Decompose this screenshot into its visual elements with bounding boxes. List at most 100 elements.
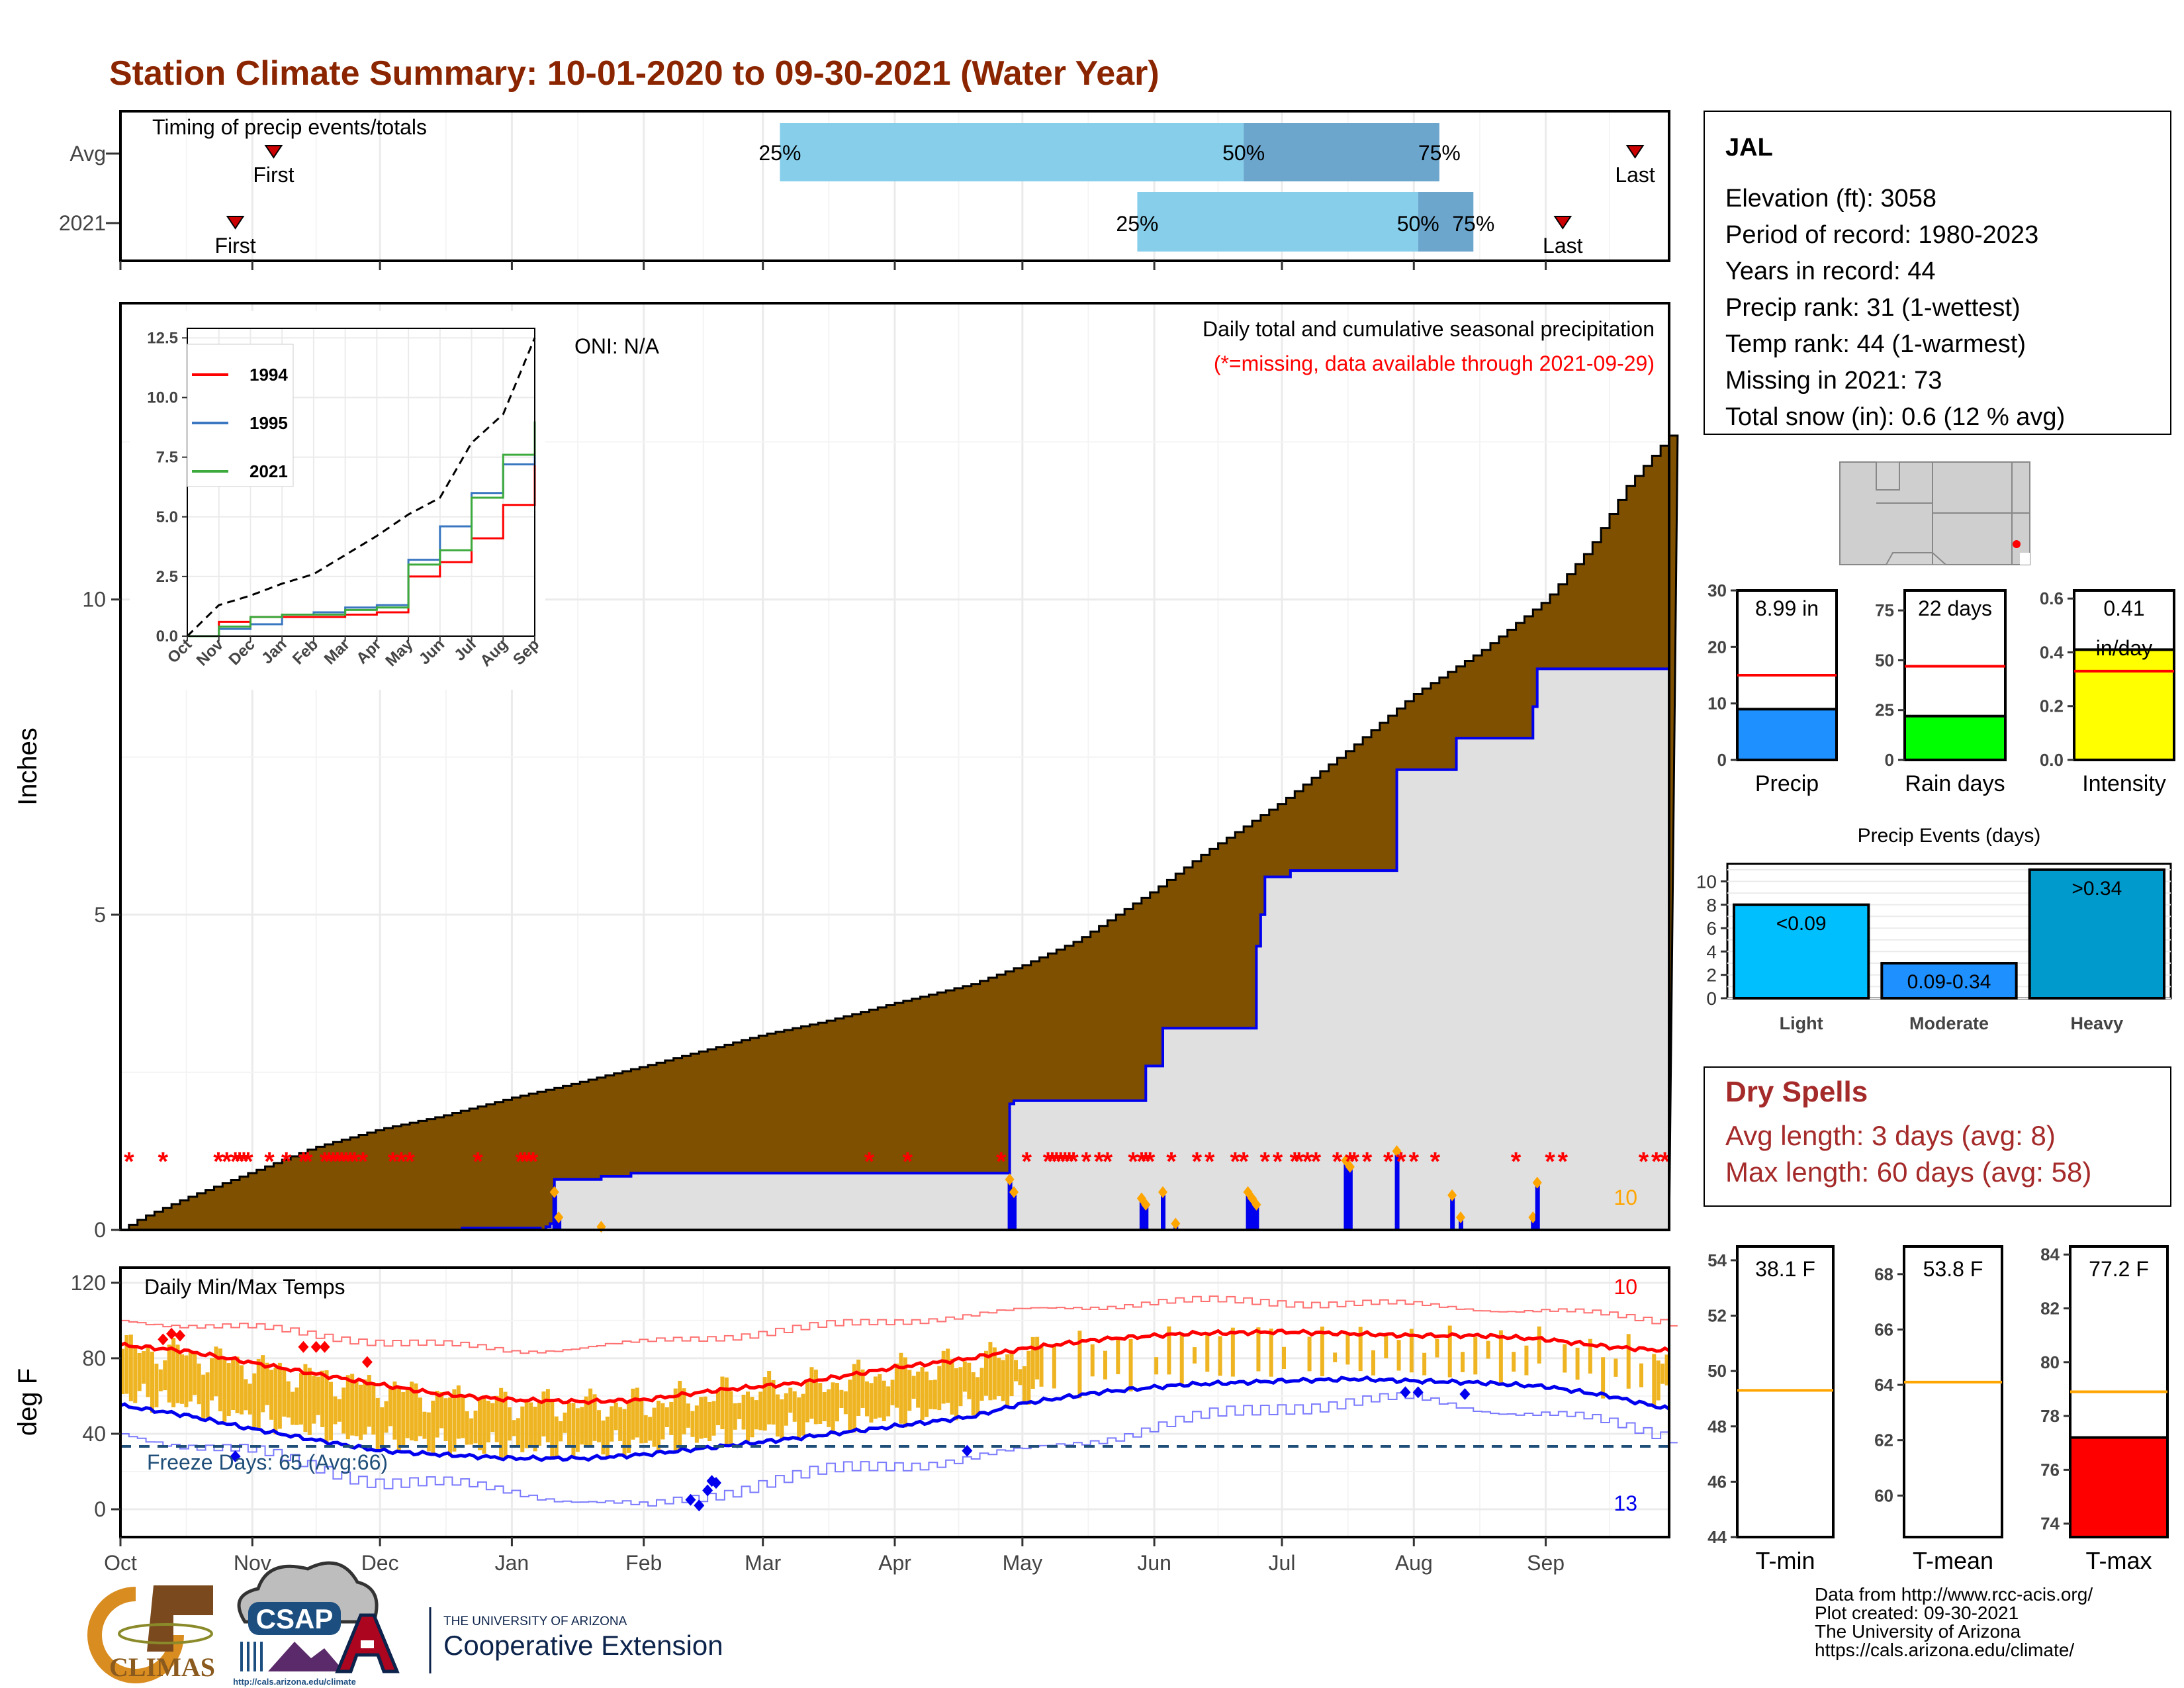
temp-daily-bar: [210, 1358, 214, 1401]
daily-precip-top-marker: [1345, 1160, 1355, 1173]
missing-day-marker: *: [1383, 1147, 1394, 1176]
rain_days-value: 22 days: [1918, 596, 1992, 620]
temp-daily-bar: [639, 1401, 644, 1444]
csap-logo: CSAP http://cals.arizona.edu/climate: [233, 1561, 379, 1687]
inset-y-tick-label: 10.0: [147, 389, 178, 407]
temp-daily-bar: [1103, 1350, 1107, 1380]
missing-day-marker: *: [1332, 1147, 1343, 1176]
missing-day-marker: *: [243, 1147, 253, 1176]
record-high-marker: [166, 1327, 177, 1340]
tmin-tick-label: 48: [1707, 1417, 1727, 1436]
missing-day-marker: *: [1345, 1147, 1355, 1176]
precip-y-tick-label: 5: [94, 903, 106, 927]
temp-daily-bar: [652, 1407, 657, 1447]
inset-y-tick-label: 12.5: [147, 329, 178, 347]
month-tick-label: Jan: [495, 1551, 529, 1575]
temp-daily-bar: [575, 1408, 580, 1452]
temp-daily-bar: [291, 1391, 295, 1425]
daily-precip-bar: [1394, 1150, 1400, 1230]
temp-daily-bar: [895, 1363, 899, 1408]
temp-daily-bar: [1575, 1347, 1580, 1380]
precip-events-title: Precip Events (days): [1858, 825, 2041, 847]
temp-daily-bar: [1009, 1352, 1014, 1397]
temp-daily-bar: [827, 1389, 831, 1427]
inset-legend: 1994 1995 2021: [192, 365, 288, 481]
timing-2021-q2-bar: [1418, 192, 1474, 252]
rain_days-tick-label: 0: [1885, 750, 1894, 770]
temp-daily-bar: [890, 1380, 895, 1405]
temp-daily-bar: [1077, 1331, 1082, 1399]
missing-day-marker: *: [213, 1147, 224, 1176]
temp-daily-bar: [588, 1388, 593, 1447]
missing-day-marker: *: [158, 1147, 168, 1176]
temp-daily-bar: [354, 1381, 359, 1436]
temp-daily-bar: [499, 1387, 504, 1460]
temp-daily-bar: [631, 1388, 635, 1440]
missing-day-marker: *: [996, 1147, 1007, 1176]
temp-daily-bar: [128, 1335, 133, 1401]
temp-daily-bar: [1396, 1340, 1401, 1371]
missing-day-marker: *: [1060, 1147, 1070, 1176]
precip-header: Daily total and cumulative seasonal prec…: [1203, 317, 1655, 341]
temp-daily-bar: [273, 1368, 278, 1434]
missing-day-marker: *: [1094, 1147, 1105, 1176]
dry-spells-max: Max length: 60 days (avg: 58): [1725, 1156, 2091, 1188]
intensity-tick-label: 0.4: [2040, 642, 2064, 662]
temp-daily-bar: [976, 1377, 980, 1415]
temp-daily-bar: [754, 1400, 758, 1430]
temp-daily-bars: [120, 1325, 1669, 1460]
temp-daily-bar: [648, 1417, 653, 1441]
temp-daily-bar: [256, 1358, 261, 1429]
year-cumulative-area: [120, 663, 1670, 1231]
station-box: JAL Elevation (ft): 3058 Period of recor…: [1704, 111, 2171, 435]
missing-day-marker: *: [1302, 1147, 1313, 1176]
temp-daily-bar: [197, 1363, 201, 1405]
daily-precip-bar: [1246, 1192, 1251, 1230]
temp-daily-bar: [941, 1350, 946, 1404]
temp-daily-bar: [482, 1395, 486, 1454]
missing-day-marker: *: [473, 1147, 483, 1176]
missing-day-marker: *: [1273, 1147, 1283, 1176]
temp-daily-bar: [1018, 1369, 1023, 1385]
csap-url: http://cals.arizona.edu/climate: [233, 1677, 356, 1687]
temp-daily-bar: [835, 1383, 839, 1422]
record-high-marker: [319, 1340, 330, 1353]
record-high-marker: [298, 1340, 309, 1353]
temp-daily-bar: [303, 1364, 308, 1432]
timing-avg-first-label: First: [253, 163, 294, 187]
temp-daily-bar: [784, 1393, 788, 1426]
temp-ylabel: deg F: [13, 1368, 42, 1436]
missing-day-marker: *: [388, 1147, 398, 1176]
temp-daily-bar: [396, 1386, 401, 1450]
timing-avg-first-marker: [264, 145, 283, 159]
timing-row-avg: Avg: [69, 142, 106, 165]
timing-avg-q2-bar: [1244, 123, 1439, 181]
temp-daily-bar: [925, 1371, 929, 1417]
temp-daily-bar: [954, 1368, 958, 1421]
missing-note: (*=missing, data available through 2021-…: [1214, 352, 1655, 375]
temp-daily-bar: [1030, 1336, 1035, 1389]
missing-day-marker: *: [864, 1147, 875, 1176]
record-low-marker: [702, 1484, 713, 1497]
intensity-tick-label: 0.0: [2040, 750, 2064, 770]
station-precip-rank: Precip rank: 31 (1-wettest): [1725, 294, 2021, 322]
temp-daily-bar: [801, 1393, 805, 1436]
rain_days-tick-label: 25: [1875, 700, 1894, 720]
record-low-marker: [711, 1477, 721, 1489]
record-low-marker: [694, 1499, 705, 1512]
temp-daily-bar: [1154, 1357, 1159, 1375]
page-title: Station Climate Summary: 10-01-2020 to 0…: [109, 54, 1160, 93]
missing-day-marker: *: [1362, 1147, 1373, 1176]
temp-daily-bar: [848, 1380, 852, 1432]
temp-daily-bar: [750, 1397, 754, 1438]
temp-y-tick-label: 40: [82, 1422, 106, 1446]
month-tick-label: Nov: [234, 1551, 271, 1575]
credit-line-3: The University of Arizona: [1815, 1621, 2021, 1642]
temp-daily-bar: [622, 1409, 627, 1457]
event-bar-light: [1733, 903, 1870, 1000]
locator-map: [1839, 461, 2030, 565]
precip-y-tick-label: 0: [94, 1218, 106, 1242]
temp-daily-bar: [643, 1415, 648, 1443]
missing-day-marker: *: [404, 1147, 415, 1176]
temp-daily-bar: [333, 1396, 338, 1425]
